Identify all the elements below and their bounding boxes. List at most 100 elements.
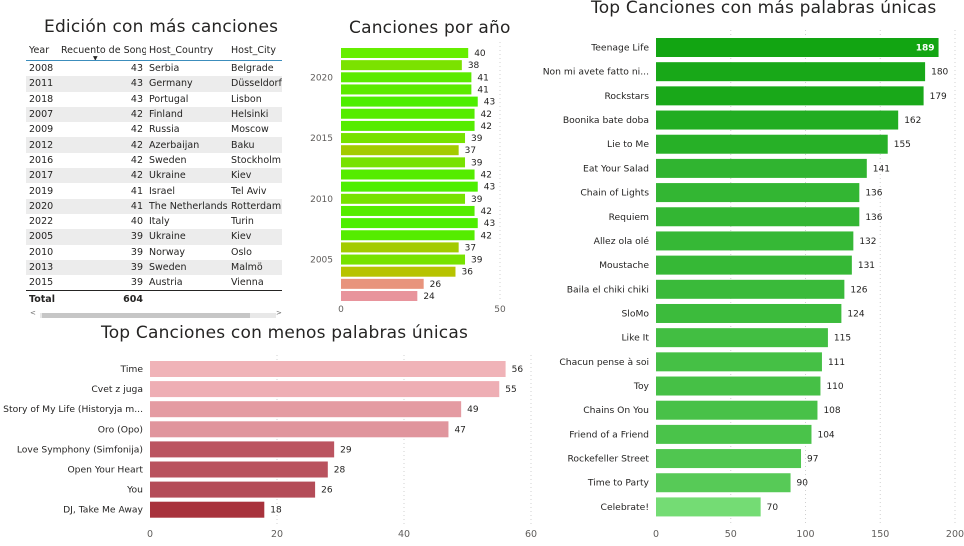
x-tick-label: 200 [946, 529, 964, 540]
data-label: 136 [865, 189, 882, 199]
year-cell: 2010 [29, 246, 54, 258]
data-label: 180 [931, 68, 948, 78]
data-label: 110 [826, 382, 843, 392]
bar [341, 218, 478, 229]
scroll-right-icon[interactable]: > [276, 309, 282, 317]
total-label: Total [26, 290, 58, 307]
table-row: 2022 40 Italy Turin [26, 214, 282, 229]
bar [656, 207, 860, 227]
host-city-cell: Kiev [228, 168, 282, 184]
data-label: 36 [461, 268, 473, 278]
table-row: 2009 42 Russia Moscow [26, 122, 282, 137]
data-label: 189 [916, 44, 935, 54]
x-tick-label: 50 [725, 529, 737, 540]
category-label: Chains On You [583, 405, 649, 416]
bar [656, 158, 867, 178]
data-label: 42 [481, 171, 492, 181]
bar [341, 230, 475, 241]
year-cell: 2019 [29, 185, 54, 197]
bar [656, 231, 854, 251]
data-label: 141 [873, 164, 890, 174]
song-count-cell: 42 [130, 124, 143, 136]
scroll-left-icon[interactable]: < [30, 309, 36, 317]
data-label: 26 [430, 280, 442, 290]
chart-title-songs-per-year: Canciones por año [349, 18, 511, 38]
column-header-year[interactable]: Year [26, 40, 58, 61]
bar [656, 183, 860, 203]
table-row: 2007 42 Finland Helsinki [26, 106, 282, 123]
data-label: 111 [828, 358, 845, 368]
song-count-cell: 42 [58, 168, 146, 184]
table-row: 2020 41 The Netherlands Rotterdam [26, 198, 282, 214]
table-row: 2005 39 Ukraine Kiev [26, 229, 282, 245]
column-header-song-count-label: Recuento de Song [61, 44, 146, 56]
host-country-cell: Ukraine [146, 168, 228, 184]
table-total-row: Total 604 [26, 290, 282, 307]
host-country-cell: Ukraine [146, 229, 228, 245]
song-count-cell: 39 [130, 246, 143, 258]
host-city-cell: Turin [231, 216, 254, 228]
x-tick-label: 0 [338, 305, 344, 315]
data-label: 179 [930, 92, 947, 102]
bar [656, 424, 812, 444]
host-city-cell: Vienna [231, 277, 264, 289]
host-city-cell: Helsinki [228, 106, 282, 123]
song-count-cell: 41 [58, 198, 146, 214]
chart-title-least-unique-words: Top Canciones con menos palabras únicas [101, 323, 468, 343]
category-label: Cvet z juga [91, 384, 143, 395]
data-label: 126 [850, 285, 867, 295]
table-horizontal-scrollbar[interactable]: < > [26, 309, 282, 319]
data-label: 37 [465, 146, 476, 156]
data-label: 47 [454, 425, 465, 435]
data-label: 97 [807, 455, 818, 465]
host-country-cell: Sweden [149, 154, 187, 166]
table-row: 2016 42 Sweden Stockholm [26, 153, 282, 168]
year-cell: 2008 [29, 63, 54, 75]
sort-descending-icon: ▼ [93, 55, 98, 61]
category-label: Moustache [599, 260, 649, 271]
host-country-cell: Sweden [146, 259, 228, 276]
bar [656, 497, 761, 517]
song-count-cell: 40 [130, 216, 143, 228]
category-label: Teenage Life [590, 43, 649, 54]
column-header-song-count[interactable]: Recuento de Song ▼ [58, 40, 146, 61]
bar [341, 133, 466, 144]
data-label: 43 [484, 183, 495, 193]
table-row: 2008 43 Serbia Belgrade [26, 61, 282, 77]
host-city-cell: Oslo [231, 246, 252, 258]
scrollbar-thumb[interactable] [42, 313, 250, 318]
year-cell: 2016 [29, 154, 54, 166]
data-label: 104 [817, 430, 834, 440]
table-row: 2019 41 Israel Tel Aviv [26, 183, 282, 198]
category-label: Baila el chiki chiki [567, 284, 649, 295]
data-label: 39 [471, 158, 483, 168]
song-count-cell: 39 [130, 277, 143, 289]
category-label: Story of My Life (Historyja m... [3, 404, 143, 415]
category-label: You [126, 485, 143, 496]
data-label: 70 [767, 503, 779, 513]
column-header-host-country[interactable]: Host_Country [146, 40, 228, 61]
bar [150, 401, 462, 418]
column-header-host-city[interactable]: Host_City [228, 40, 282, 61]
bar [341, 120, 475, 131]
bar [341, 266, 456, 277]
data-label: 131 [858, 261, 875, 271]
host-country-cell: Finland [146, 106, 228, 123]
host-city-cell: Düsseldorf [228, 76, 282, 92]
category-label: Chacun pense à soi [559, 357, 649, 368]
bar [656, 38, 939, 57]
data-label: 39 [471, 195, 483, 205]
host-city-cell: Belgrade [231, 63, 274, 75]
data-label: 115 [834, 334, 851, 344]
year-cell: 2018 [29, 93, 54, 105]
data-label: 56 [512, 365, 524, 375]
host-city-cell: Lisbon [231, 93, 262, 105]
host-country-cell: The Netherlands [146, 198, 228, 214]
x-tick-label: 20 [271, 529, 283, 540]
table-row: 2018 43 Portugal Lisbon [26, 92, 282, 107]
data-label: 28 [334, 466, 346, 476]
song-count-cell: 43 [58, 76, 146, 92]
bar [341, 169, 475, 180]
